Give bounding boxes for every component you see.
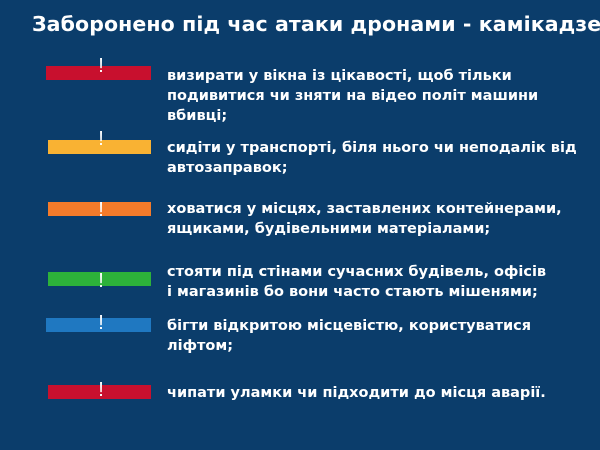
rule-text-line: ящиками, будівельними матеріалами; [167, 221, 491, 237]
rule-text-line: бігти відкритою місцевістю, користуватис… [167, 318, 532, 334]
exclamation-icon: ! [98, 270, 104, 292]
rule-text-line: сидіти у транспорті, біля нього чи непод… [167, 140, 577, 156]
exclamation-icon: ! [98, 128, 104, 150]
rule-text-line: ліфтом; [167, 338, 233, 354]
rule-text: чипати уламки чи підходити до місця авар… [167, 383, 546, 403]
exclamation-icon: ! [98, 199, 104, 221]
rule-text-line: ховатися у місцях, заставлених контейнер… [167, 201, 562, 217]
exclamation-icon: ! [98, 379, 104, 401]
rule-text-line: автозаправок; [167, 160, 288, 176]
rule-text-line: і магазинів бо вони часто стають мішеням… [167, 284, 538, 300]
warning-bar [46, 66, 151, 80]
warning-bar [46, 318, 151, 332]
rule-text-line: чипати уламки чи підходити до місця авар… [167, 385, 546, 401]
rule-text: бігти відкритою місцевістю, користуватис… [167, 316, 531, 356]
rule-text-line: вбивці; [167, 108, 228, 124]
warning-bar [48, 385, 151, 399]
rule-text-line: подивитися чи зняти на відео політ машин… [167, 88, 539, 104]
rule-text: стояти під стінами сучасних будівель, оф… [167, 262, 546, 302]
exclamation-icon: ! [98, 312, 104, 334]
rule-text-line: визирати у вікна із цікавості, щоб тільк… [167, 68, 512, 84]
rule-text: сидіти у транспорті, біля нього чи непод… [167, 138, 577, 178]
warning-bar [48, 202, 151, 216]
warning-bar [48, 140, 151, 154]
rule-text: визирати у вікна із цікавості, щоб тільк… [167, 66, 538, 126]
page-title: Заборонено під час атаки дронами - камік… [32, 12, 600, 36]
warning-bar [48, 272, 151, 286]
exclamation-icon: ! [98, 55, 104, 77]
rule-text-line: стояти під стінами сучасних будівель, оф… [167, 264, 547, 280]
rule-text: ховатися у місцях, заставлених контейнер… [167, 199, 562, 239]
